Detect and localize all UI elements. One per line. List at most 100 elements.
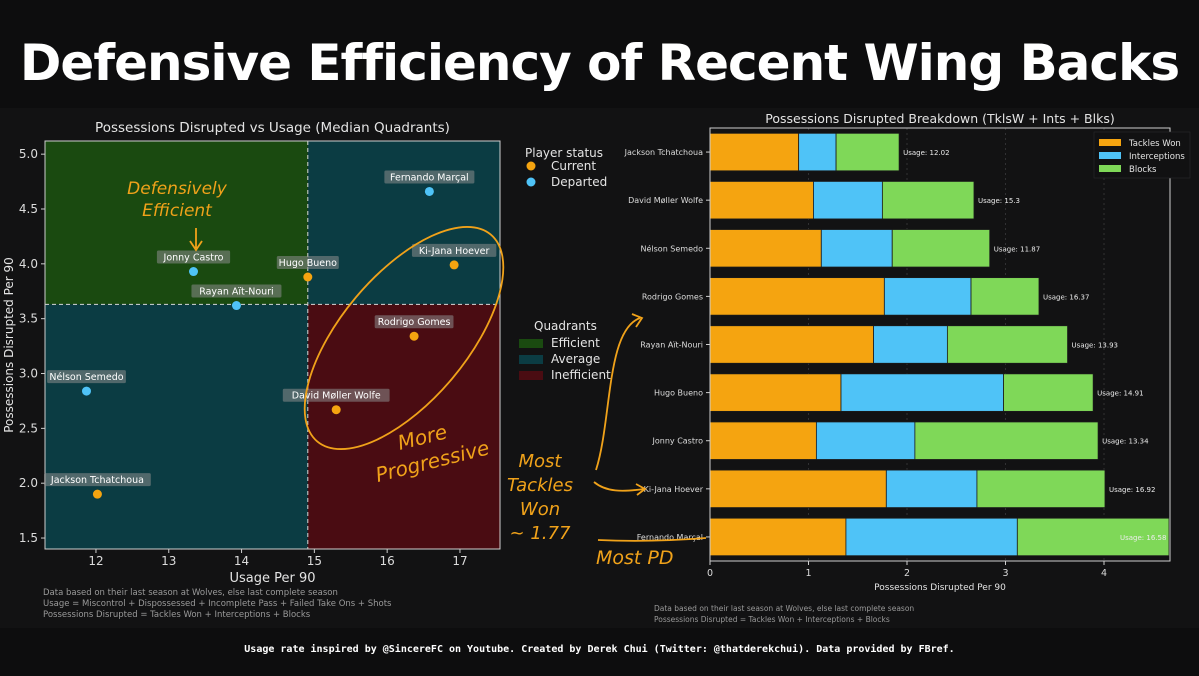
- bar-interceptions-ki-jana-hoever: [885, 469, 978, 508]
- annotation-efficient: Efficient: [142, 201, 213, 221]
- page-title: Defensive Efficiency of Recent Wing Back…: [19, 34, 1180, 92]
- point-label-jackson-tchatchoua: Jackson Tchatchoua: [50, 475, 144, 486]
- y-tick-label: 5.0: [19, 147, 38, 161]
- bar-tackles-won-rodrigo-gomes: [709, 277, 885, 316]
- x-tick-label: 12: [88, 554, 103, 568]
- annotation-ellipse: [303, 226, 505, 450]
- bar-legend-swatch-tackles-won: [1099, 139, 1121, 146]
- bar-interceptions-david-moller-wolfe: [813, 181, 883, 220]
- bar-tackles-won-hugo-bueno: [709, 373, 842, 412]
- bar-x-label: Possessions Disrupted Per 90: [874, 583, 1006, 593]
- point-label-ki-jana-hoever: Ki-Jana Hoever: [419, 246, 490, 257]
- legend-marker-current: [526, 161, 536, 171]
- point-label-box: [156, 250, 231, 264]
- quadrant-efficient: [45, 141, 308, 305]
- bar-frame: [709, 127, 1171, 562]
- bar-interceptions-jackson-tchatchoua: [798, 132, 837, 172]
- annotation-most-tackles: Most: [519, 451, 563, 472]
- bar-x-tick-label: 0: [707, 568, 713, 579]
- point-label-rodrigo-gomes: Rodrigo Gomes: [378, 317, 451, 328]
- annotation-arrow-hoever: [593, 481, 647, 496]
- point-label-box: [384, 170, 475, 184]
- bar-tackles-won-jackson-tchatchoua: [709, 132, 800, 172]
- bar-x-tick-label: 3: [1002, 568, 1008, 579]
- bar-interceptions-nelson-semedo: [820, 229, 893, 268]
- bar-tackles-won-fernando-marcal: [709, 517, 847, 557]
- x-tick-label: 17: [452, 554, 467, 568]
- bar-x-tick-label: 2: [904, 568, 910, 579]
- quadrant-inefficient: [307, 304, 500, 549]
- bar-note: Possessions Disrupted = Tackles Won + In…: [654, 615, 890, 624]
- bar-category-label: Ki-Jana Hoever: [644, 485, 704, 494]
- bar-tackles-won-jonny-castro: [709, 421, 817, 460]
- point-label-nelson-semedo: Nélson Semedo: [49, 372, 123, 383]
- footer-credits: Usage rate inspired by @SincereFC on You…: [244, 644, 955, 655]
- bar-x-tick-label: 1: [805, 568, 811, 579]
- bar-tackles-won-rayan-ait-nouri: [709, 325, 874, 364]
- bar-category-label: Jackson Tchatchoua: [624, 148, 703, 157]
- point-label-box: [44, 473, 151, 487]
- point-label-box: [411, 243, 497, 257]
- point-jonny-castro: [189, 267, 199, 277]
- legend-label-inefficient: Inefficient: [551, 368, 611, 382]
- point-label-box: [47, 370, 126, 384]
- point-jackson-tchatchoua: [92, 489, 102, 499]
- point-label-box: [276, 256, 339, 269]
- point-label-jonny-castro: Jonny Castro: [163, 253, 224, 264]
- scatter-note: Usage = Miscontrol + Dispossessed + Inco…: [43, 599, 392, 609]
- usage-label: Usage: 14.91: [1097, 390, 1143, 398]
- bar-blocks-jackson-tchatchoua: [835, 132, 900, 172]
- annotation-arrow-down: [189, 228, 203, 252]
- point-rodrigo-gomes: [409, 331, 419, 341]
- bar-tackles-won-david-moller-wolfe: [709, 181, 814, 220]
- bar-blocks-rayan-ait-nouri: [946, 325, 1068, 364]
- bar-interceptions-rayan-ait-nouri: [873, 325, 948, 364]
- legend-label-current: Current: [551, 159, 596, 173]
- bar-category-label: Hugo Bueno: [654, 389, 703, 398]
- x-tick-label: 15: [307, 554, 322, 568]
- legend-swatch-efficient: [519, 339, 543, 348]
- bar-blocks-jonny-castro: [914, 421, 1099, 460]
- quadrant-average-top: [307, 141, 500, 305]
- annotation-most-tackles: Won: [520, 499, 560, 520]
- x-tick-label: 16: [380, 554, 395, 568]
- x-tick-label: 13: [161, 554, 176, 568]
- y-tick-label: 2.5: [19, 421, 38, 435]
- y-tick-label: 3.0: [19, 367, 38, 381]
- annotation-most-tackles: ~ 1.77: [510, 523, 571, 544]
- bar-legend-label-interceptions: Interceptions: [1129, 152, 1185, 162]
- bar-category-label: Rodrigo Gomes: [642, 292, 703, 301]
- bar-x-tick-label: 4: [1101, 568, 1107, 579]
- bar-blocks-fernando-marcal: [1016, 517, 1170, 557]
- point-ki-jana-hoever: [449, 260, 459, 270]
- annotation-most-pd: Most PD: [596, 547, 674, 569]
- legend-swatch-average: [519, 355, 543, 364]
- bar-category-label: Fernando Marçal: [637, 533, 703, 542]
- bar-interceptions-fernando-marcal: [845, 517, 1018, 557]
- annotation-most-tackles: Tackles: [507, 475, 573, 496]
- annotation-underline-pd: [597, 537, 707, 542]
- legend-status-title: Player status: [525, 146, 603, 160]
- annotation-efficient: Defensively: [127, 179, 228, 199]
- bar-blocks-nelson-semedo: [891, 229, 991, 268]
- legend-marker-departed: [526, 177, 536, 187]
- point-label-box: [282, 388, 390, 402]
- point-label-fernando-marcal: Fernando Marçal: [390, 172, 469, 183]
- bar-tackles-won-nelson-semedo: [709, 229, 822, 268]
- legend-label-average: Average: [551, 352, 600, 366]
- bar-interceptions-hugo-bueno: [840, 373, 1004, 412]
- usage-label: Usage: 16.37: [1043, 293, 1089, 301]
- usage-label: Usage: 13.34: [1102, 438, 1149, 446]
- scatter-frame: [44, 140, 501, 550]
- usage-label: Usage: 11.87: [994, 245, 1040, 253]
- quadrant-average-bottom: [45, 304, 308, 549]
- y-tick-label: 3.5: [19, 312, 38, 326]
- bar-blocks-rodrigo-gomes: [970, 277, 1040, 316]
- point-david-moller-wolfe: [331, 405, 341, 415]
- bar-legend-swatch-interceptions: [1099, 152, 1121, 159]
- scatter-note: Data based on their last season at Wolve…: [43, 588, 338, 598]
- bar-legend-swatch-blocks: [1099, 165, 1121, 172]
- bar-legend-label-tackles-won: Tackles Won: [1128, 139, 1181, 149]
- x-tick-label: 14: [234, 554, 249, 568]
